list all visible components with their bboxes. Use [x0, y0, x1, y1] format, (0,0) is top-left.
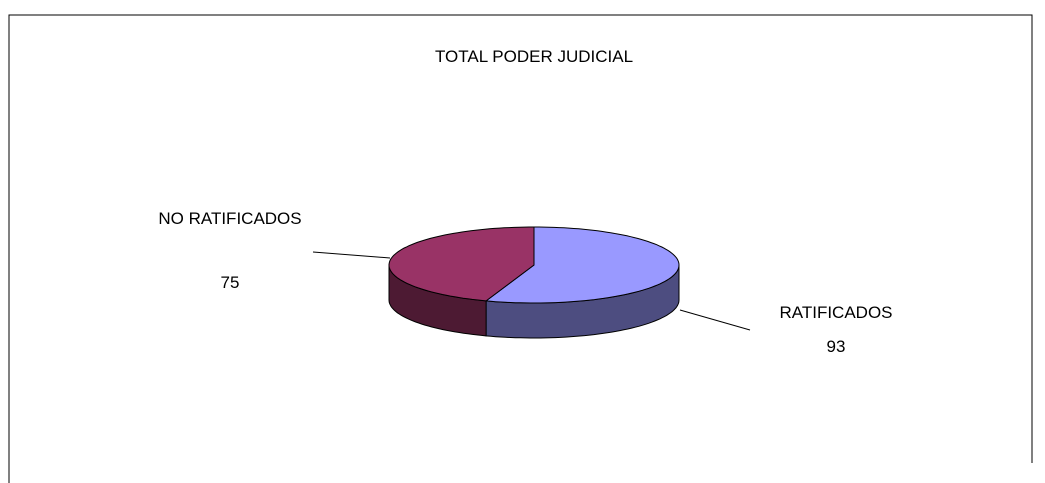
- chart-frame: [8, 14, 1033, 483]
- chart-title: TOTAL PODER JUDICIAL: [435, 47, 633, 66]
- slice-label: RATIFICADOS: [779, 303, 893, 322]
- slice-label: NO RATIFICADOS: [158, 209, 302, 228]
- leader-line: [679, 309, 751, 331]
- slice-value: 93: [826, 337, 846, 356]
- leader-line: [312, 251, 391, 259]
- pie-slice: [388, 226, 535, 302]
- slice-value: 75: [220, 273, 240, 292]
